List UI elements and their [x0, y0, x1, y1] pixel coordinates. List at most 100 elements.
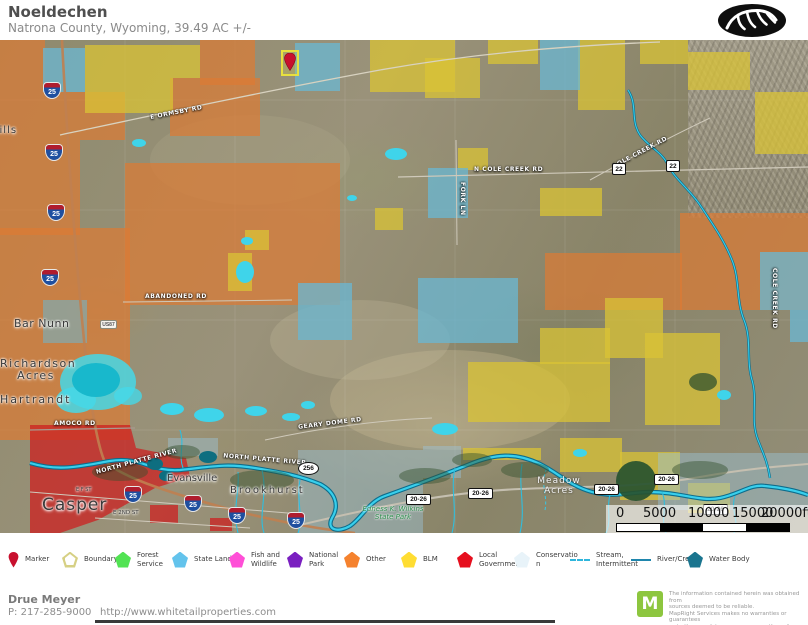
town-label-hills: Hills	[0, 125, 18, 136]
road-label-fork-ln: FORK LN	[459, 182, 466, 216]
legend-label: Water Body	[709, 555, 750, 564]
local-government-swatch	[457, 551, 473, 568]
legend-label: Other	[366, 555, 386, 564]
map-marker-icon[interactable]	[284, 52, 296, 75]
road-label-cole-creek-right: COLE CREEK RD	[771, 268, 778, 329]
interstate-25-shield: 25	[42, 270, 58, 285]
legend-label: National Park	[309, 550, 339, 568]
disclaimer-line: MapRight Services makes no warranties or…	[669, 610, 787, 624]
national-park-swatch	[287, 551, 303, 568]
legend-item-national-park: National Park	[287, 533, 349, 586]
road-label-abandoned: ABANDONED RD	[145, 293, 207, 300]
legend-item-boundary: Boundary	[62, 533, 118, 586]
scale-tick: 0	[616, 506, 625, 521]
conservation-swatch	[514, 551, 530, 568]
legend-item-marker: Marker	[8, 533, 49, 586]
legend-label: Boundary	[84, 555, 118, 564]
footer: Drue Meyer P: 217-285-9000 http://www.wh…	[0, 586, 808, 625]
ponds	[56, 139, 731, 481]
page-title: Noeldechen	[8, 3, 108, 21]
disclaimer-line: The information contained herein was obt…	[669, 591, 800, 604]
roads	[29, 40, 808, 533]
vegetation	[92, 373, 728, 501]
fish-wildlife-swatch	[229, 551, 245, 568]
legend-item-conservation: Conservation	[514, 533, 578, 586]
interstate-25-shield: 25	[288, 513, 304, 528]
legend-item-blm: BLM	[401, 533, 438, 586]
legend-item-state-land: State Land	[172, 533, 244, 586]
legend-item-local-government: Local Government	[457, 533, 531, 586]
road-label-amoco: AMOCO RD	[54, 420, 96, 427]
water-body-swatch	[687, 551, 703, 568]
state-land-swatch	[172, 551, 188, 568]
legend-item-water-body: Water Body	[687, 533, 750, 586]
road-label-e-f-st: E F ST	[76, 487, 92, 493]
legend-item-river-creek: River/Creek	[631, 533, 698, 586]
page-subtitle: Natrona County, Wyoming, 39.49 AC +/-	[8, 21, 251, 35]
town-label-hartrandt: Hartrandt	[0, 393, 72, 406]
highway-20-26-shield: 20-26	[406, 494, 431, 505]
website-link[interactable]: http://www.whitetailproperties.com	[100, 607, 276, 618]
highway-22-shield: 22	[612, 163, 626, 175]
us-87-shield: US87	[100, 320, 117, 329]
scale-tick: 20000ft	[761, 506, 808, 521]
interstate-25-shield: 25	[185, 496, 201, 511]
stream-intermittent-swatch	[570, 558, 590, 561]
interstate-25-shield: 25	[48, 205, 64, 220]
mapright-logo-icon: M	[637, 591, 663, 617]
scale-bar-segments	[616, 523, 790, 532]
town-label-casper: Casper	[42, 495, 108, 515]
scale-tick: 10000	[688, 506, 730, 521]
forest-service-swatch	[115, 551, 131, 568]
town-label-bar-nunn: Bar Nunn	[14, 317, 70, 330]
legend-label: Local Government	[479, 550, 523, 568]
blm-swatch	[401, 551, 417, 568]
legend-item-stream-intermittent: Stream, Intermittent	[570, 533, 642, 586]
legend-label: State Land	[194, 555, 232, 564]
legend-label: River/Creek	[657, 555, 698, 564]
scale-tick: 5000	[643, 506, 677, 521]
legend-label: Conservation	[536, 550, 578, 568]
marker-pin-icon	[8, 551, 19, 568]
interstate-25-shield: 25	[125, 487, 141, 502]
legend-item-forest-service: Forest Service	[115, 533, 171, 586]
map-overlays	[0, 40, 808, 533]
river-creek-swatch	[631, 558, 651, 561]
town-label-evansville: Evansville	[167, 473, 218, 484]
map-canvas[interactable]: Hills Bar Nunn Richardson Acres Hartrand…	[0, 40, 808, 533]
scale-bar: 0 5000 10000 15000 20000ft	[606, 505, 808, 533]
other-swatch	[344, 551, 360, 568]
interstate-25-shield: 25	[46, 145, 62, 160]
waterways	[29, 89, 808, 533]
agent-phone: P: 217-285-9000	[8, 607, 92, 618]
whitetail-antler-logo-icon	[716, 2, 788, 43]
legend-item-fish-wildlife: Fish and Wildlife	[229, 533, 287, 586]
highway-20-26-shield: 20-26	[654, 474, 679, 485]
boundary-swatch	[62, 551, 78, 568]
town-label-brookhurst: Brookhurst	[230, 485, 305, 496]
header: Noeldechen Natrona County, Wyoming, 39.4…	[0, 0, 808, 40]
road-label-e-2nd-st: E 2ND ST	[113, 510, 139, 516]
highway-20-26-shield: 20-26	[468, 488, 493, 499]
highway-256-shield: 256	[298, 462, 319, 475]
disclaimer-line: as to the completeness or accuracy there…	[669, 624, 805, 625]
map-legend: Marker Boundary Forest Service State Lan…	[0, 533, 808, 586]
legend-item-other: Other	[344, 533, 386, 586]
footer-rule	[95, 620, 555, 623]
disclaimer-line: sources deemed to be reliable.	[669, 604, 755, 611]
agent-name: Drue Meyer	[8, 593, 81, 606]
legend-label: Marker	[25, 555, 50, 564]
interstate-25-shield: 25	[44, 83, 60, 98]
parcels-state-land	[43, 40, 808, 343]
road-label-n-cole-creek: N COLE CREEK RD	[474, 166, 544, 173]
legend-label: Stream, Intermittent	[596, 550, 639, 568]
interstate-25-shield: 25	[229, 508, 245, 523]
legend-label: BLM	[423, 555, 438, 564]
legend-label: Fish and Wildlife	[251, 550, 280, 568]
scale-tick: 15000	[732, 506, 774, 521]
legend-label: Forest Service	[137, 550, 163, 568]
highway-22-shield: 22	[666, 160, 680, 172]
highway-20-26-shield: 20-26	[594, 484, 619, 495]
town-label-meadow-acres: Meadow Acres	[537, 476, 581, 496]
